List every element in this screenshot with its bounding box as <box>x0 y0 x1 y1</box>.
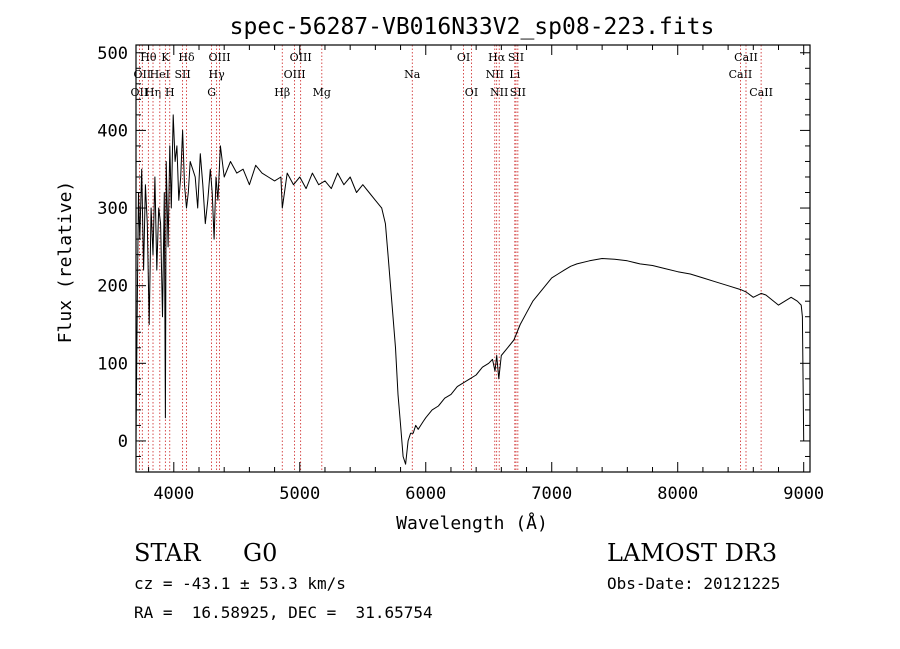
x-tick-label: 7000 <box>531 484 572 504</box>
x-axis-label: Wavelength (Å) <box>396 512 548 534</box>
observation-date: Obs-Date: 20121225 <box>607 574 781 593</box>
spectral-line-label: SII <box>510 86 526 99</box>
spectral-line-label: H <box>165 86 175 99</box>
spectral-line-label: OII <box>133 68 151 81</box>
spectral-lines-layer: OII OII Hθ Hη HeI K H SII Hδ G Hγ OIII Hβ OIII OIII Mg N… <box>131 45 773 472</box>
spectral-line-label: Na <box>404 68 421 81</box>
redshift-value: cz = -43.1 ± 53.3 km/s <box>134 574 346 593</box>
spectral-line-label: Hγ <box>209 68 226 81</box>
spectral-line-label: SII <box>508 51 524 64</box>
spectrum-layer <box>135 114 805 465</box>
spectral-line-label: Hβ <box>274 86 290 99</box>
object-subclass: G0 <box>243 539 278 567</box>
coordinates: RA = 16.58925, DEC = 31.65754 <box>134 603 433 622</box>
spectral-line-label: Hδ <box>178 51 195 64</box>
spectral-line-label: K <box>161 51 170 64</box>
y-tick-label: 300 <box>97 199 128 219</box>
x-tick-label: 5000 <box>279 484 320 504</box>
y-tick-label: 0 <box>118 432 128 452</box>
spectral-line-label: NII <box>490 86 508 99</box>
spectral-line-label: CaII <box>729 68 753 81</box>
x-tick-label: 6000 <box>405 484 446 504</box>
spectral-line-label: Hη <box>145 86 161 99</box>
survey-name: LAMOST DR3 <box>607 539 778 567</box>
spectrum-line <box>135 114 805 465</box>
spectral-line-label: OII <box>131 86 149 99</box>
y-tick-label: 400 <box>97 121 128 141</box>
plot-frame <box>135 44 811 473</box>
object-class: STAR <box>134 539 201 567</box>
spectral-line-label: Li <box>509 68 520 81</box>
x-tick-label: 8000 <box>657 484 698 504</box>
spectral-line-label: CaII <box>734 51 758 64</box>
spectral-line-label: HeI <box>150 68 170 81</box>
y-tick-label: 500 <box>97 44 128 64</box>
spectral-line-label: SII <box>174 68 190 81</box>
spectral-line-label: OI <box>457 51 470 64</box>
x-tick-label: 4000 <box>153 484 194 504</box>
spectral-line-label: Mg <box>313 86 331 99</box>
axis-ticks-layer: 4000 5000 6000 7000 8000 9000 0 100 200 300 400 500 <box>97 44 824 504</box>
spectral-line-label: CaII <box>749 86 773 99</box>
spectral-line-label: OIII <box>208 51 230 64</box>
spectral-line-label: OIII <box>284 68 306 81</box>
spectral-line-label: Hθ <box>140 51 157 64</box>
spectral-line-label: G <box>207 86 216 99</box>
chart-title: spec-56287-VB016N33V2_sp08-223.fits <box>230 14 715 40</box>
y-axis-label: Flux (relative) <box>55 181 76 344</box>
y-tick-label: 200 <box>97 277 128 297</box>
spectral-line-label: Hα <box>488 51 506 64</box>
x-tick-label: 9000 <box>783 484 824 504</box>
spectral-line-label: OI <box>465 86 478 99</box>
spectral-line-label: NII <box>486 68 504 81</box>
spectral-line-label: OIII <box>290 51 312 64</box>
y-tick-label: 100 <box>97 354 128 374</box>
